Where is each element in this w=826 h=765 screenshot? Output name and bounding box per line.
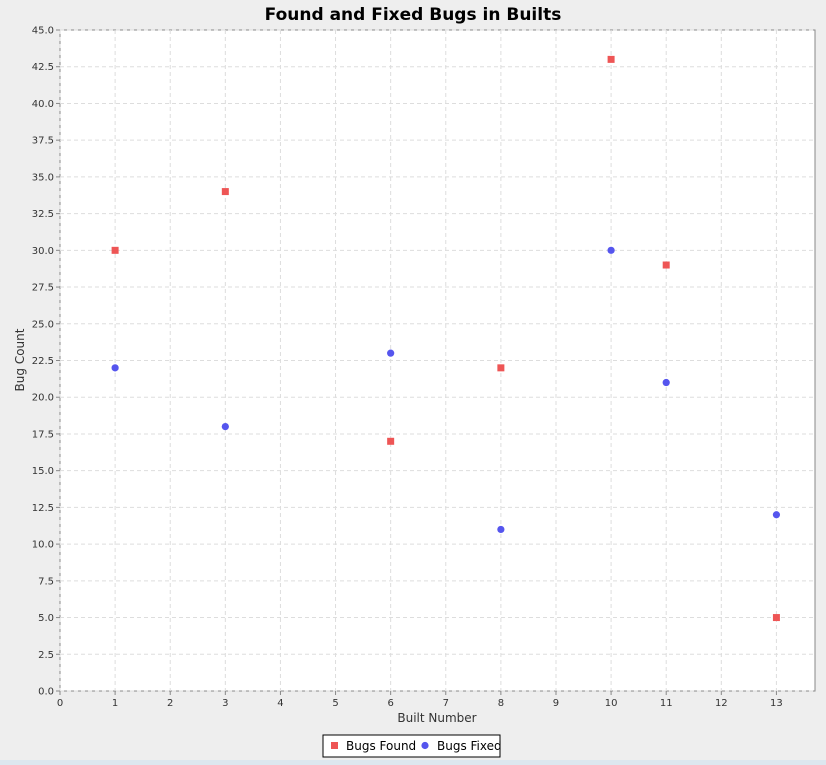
window-bottom-edge — [0, 760, 826, 765]
y-tick-label: 40.0 — [32, 99, 54, 110]
x-tick-label: 12 — [715, 698, 728, 709]
x-axis-label: Built Number — [397, 711, 476, 725]
y-tick-label: 10.0 — [32, 540, 54, 551]
y-tick-label: 22.5 — [32, 356, 54, 367]
y-tick-label: 2.5 — [38, 650, 54, 661]
data-point-bugs-fixed — [772, 511, 781, 519]
y-tick-label: 5.0 — [38, 613, 54, 624]
x-tick-label: 8 — [498, 698, 504, 709]
data-point-bugs-found — [111, 246, 119, 254]
data-point-bugs-fixed — [662, 378, 670, 387]
data-point-bugs-fixed — [387, 349, 395, 357]
x-tick-label: 3 — [222, 698, 228, 709]
data-point-bugs-found — [497, 364, 505, 372]
y-tick-label: 37.5 — [32, 136, 54, 147]
x-tick-label: 5 — [332, 698, 338, 709]
x-tick-label: 6 — [387, 698, 393, 709]
legend-box — [322, 734, 501, 758]
data-point-bugs-found — [221, 188, 229, 196]
data-point-bugs-fixed — [497, 525, 505, 534]
x-tick-label: 11 — [660, 698, 673, 709]
x-tick-label: 0 — [57, 698, 63, 709]
y-tick-label: 12.5 — [32, 503, 54, 514]
x-tick-label: 13 — [770, 698, 783, 709]
data-point-bugs-fixed — [111, 364, 119, 372]
legend: Bugs Found Bugs Fixed — [322, 734, 502, 758]
data-point-bugs-fixed — [221, 423, 229, 431]
legend-marker-bugs-found — [331, 742, 338, 749]
legend-marker-bugs-fixed — [421, 741, 429, 750]
data-point-bugs-found — [387, 437, 395, 445]
chart-title: Found and Fixed Bugs in Builts — [265, 5, 562, 25]
data-point-bugs-fixed — [607, 246, 615, 254]
legend-label-bugs-fixed: Bugs Fixed — [437, 739, 502, 753]
y-tick-label: 27.5 — [32, 283, 54, 294]
x-tick-label: 7 — [443, 698, 449, 709]
y-tick-label: 42.5 — [32, 62, 54, 73]
x-tick-label: 10 — [605, 698, 618, 709]
y-tick-label: 45.0 — [32, 26, 54, 37]
x-tick-label: 9 — [553, 698, 559, 709]
y-tick-label: 7.5 — [38, 576, 54, 587]
x-tick-label: 4 — [277, 698, 283, 709]
data-point-bugs-found — [607, 55, 615, 63]
y-tick-label: 20.0 — [32, 393, 54, 404]
y-tick-label: 15.0 — [32, 466, 54, 477]
y-tick-label: 0.0 — [38, 687, 54, 698]
data-point-bugs-found — [662, 261, 670, 269]
y-tick-label: 35.0 — [32, 172, 54, 183]
data-point-bugs-found — [772, 614, 780, 622]
axes: 0 1 2 3 4 5 6 7 8 9 10 11 12 130.02.55.07.510.012.515… — [32, 26, 783, 710]
plot-area — [59, 29, 816, 692]
legend-label-bugs-found: Bugs Found — [346, 739, 416, 753]
x-tick-label: 1 — [112, 698, 118, 709]
y-tick-label: 32.5 — [32, 209, 54, 220]
y-tick-label: 30.0 — [32, 246, 54, 257]
x-tick-label: 2 — [167, 698, 173, 709]
data-points — [111, 55, 781, 622]
y-axis-label: Bug Count — [13, 328, 27, 391]
y-tick-label: 17.5 — [32, 429, 54, 440]
y-tick-label: 25.0 — [32, 319, 54, 330]
